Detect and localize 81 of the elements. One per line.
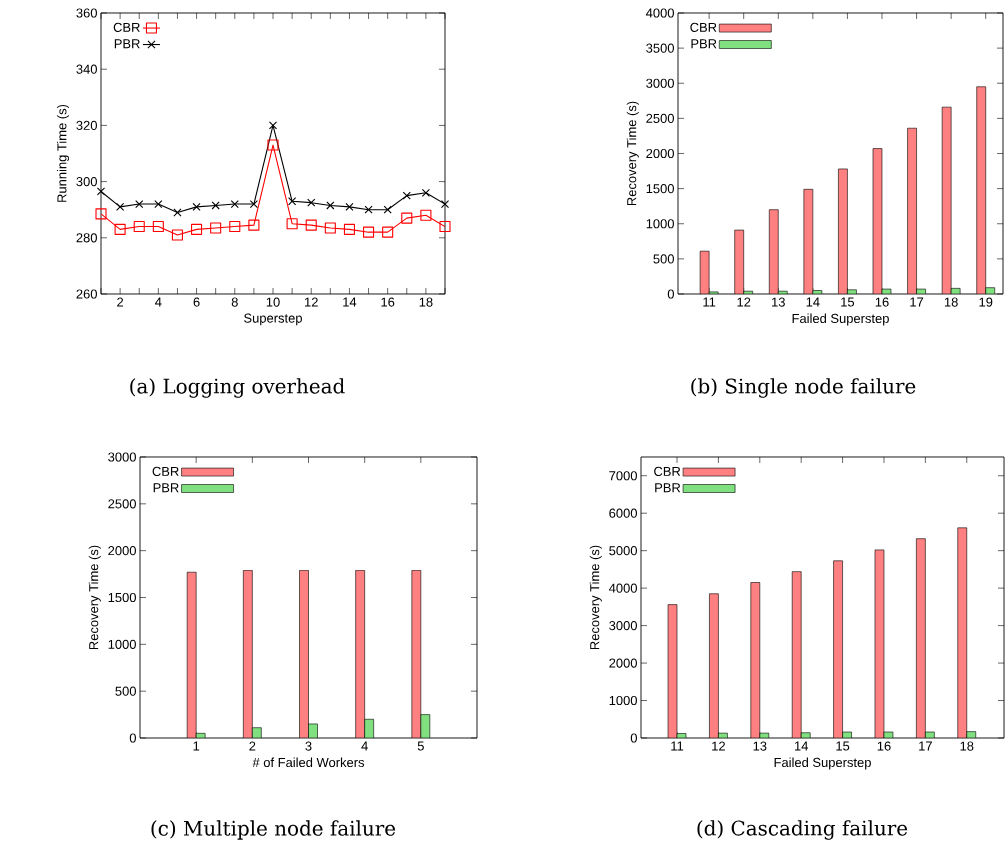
y-tick-label: 1500	[646, 184, 674, 194]
x-tick-label: 18	[944, 297, 958, 307]
x-axis-title: Failed Superstep	[792, 313, 889, 326]
x-tick-label: 15	[836, 741, 850, 751]
y-tick-label: 2000	[108, 546, 136, 556]
y-tick-label: 1000	[108, 639, 136, 649]
x-tick-label: 1	[193, 741, 200, 751]
text: (a) Logging overhead	[130, 378, 345, 398]
y-tick-label: 7000	[609, 471, 637, 481]
y-axis-title: Recovery Time (s)	[589, 545, 602, 650]
x-tick-label: 14	[794, 741, 809, 751]
y-tick-label: 2000	[646, 148, 674, 159]
legend-label: PBR	[114, 39, 140, 49]
y-tick-label: 1000	[609, 695, 637, 706]
x-tick-label: 11	[703, 297, 716, 307]
x-tick-label: 10	[266, 297, 280, 307]
x-axis-title: # of Failed Workers	[252, 757, 365, 768]
y-tick-label: 320	[76, 120, 97, 130]
y-tick-label: 3000	[108, 452, 136, 462]
x-tick-label: 11	[671, 741, 684, 751]
legend-label: PBR	[691, 39, 717, 49]
x-tick-label: 13	[753, 741, 767, 751]
x-tick-label: 17	[919, 741, 932, 751]
x-tick-label: 15	[841, 297, 855, 307]
legend-label: PBR	[655, 483, 681, 493]
y-axis-title: Recovery Time (s)	[626, 101, 639, 206]
x-tick-label: 12	[305, 297, 318, 307]
x-tick-label: 13	[772, 297, 785, 307]
legend-label: CBR	[690, 22, 717, 32]
y-tick-label: 3000	[609, 621, 637, 631]
y-tick-label: 2500	[108, 499, 136, 509]
y-axis-title: Recovery Time (s)	[88, 545, 101, 650]
y-tick-label: 3500	[646, 43, 674, 53]
y-tick-label: 0	[630, 733, 637, 743]
y-tick-label: 6000	[609, 508, 637, 518]
y-tick-label: 4000	[645, 8, 674, 18]
x-tick-label: 5	[417, 741, 424, 751]
x-axis-title: Superstep	[244, 313, 302, 326]
y-tick-label: 1500	[108, 592, 136, 603]
y-tick-label: 260	[76, 289, 97, 299]
x-tick-label: 14	[806, 297, 820, 307]
x-tick-label: 3	[305, 741, 312, 751]
y-tick-label: 300	[76, 177, 97, 187]
y-tick-label: 340	[76, 64, 97, 74]
x-tick-label: 19	[979, 297, 993, 307]
legend-label: CBR	[113, 22, 140, 32]
x-tick-label: 2	[117, 297, 124, 307]
x-tick-label: 8	[231, 297, 238, 307]
x-tick-label: 4	[361, 741, 368, 751]
x-tick-label: 18	[419, 297, 433, 307]
y-tick-label: 500	[653, 254, 674, 264]
x-tick-label: 16	[381, 297, 395, 307]
y-tick-label: 360	[76, 8, 97, 18]
y-tick-label: 3000	[646, 78, 674, 88]
x-tick-label: 18	[960, 741, 974, 751]
y-tick-label: 4000	[608, 583, 637, 593]
x-tick-label: 16	[877, 741, 891, 751]
x-tick-label: 12	[712, 741, 725, 751]
y-tick-label: 1000	[646, 219, 674, 229]
y-tick-label: 5000	[609, 546, 637, 556]
y-tick-label: 0	[129, 733, 136, 743]
x-tick-label: 6	[193, 297, 200, 307]
y-axis-title: Running Time (s)	[56, 104, 70, 202]
x-tick-label: 4	[155, 297, 162, 307]
x-tick-label: 17	[910, 297, 924, 307]
x-tick-label: 12	[737, 297, 751, 307]
text: (d) Cascading failure	[697, 820, 908, 840]
x-tick-label: 2	[249, 741, 256, 751]
legend-label: PBR	[153, 483, 179, 493]
y-tick-label: 2500	[646, 113, 674, 123]
x-axis-title: Failed Superstep	[774, 757, 871, 770]
y-tick-label: 500	[115, 686, 136, 696]
text: (b) Single node failure	[691, 378, 916, 398]
legend-label: CBR	[152, 466, 179, 476]
text: (c) Multiple node failure	[151, 820, 396, 840]
x-tick-label: 16	[875, 297, 889, 307]
y-tick-label: 0	[667, 289, 674, 299]
x-tick-label: 14	[343, 297, 357, 307]
legend-label: CBR	[654, 466, 681, 476]
y-tick-label: 280	[76, 233, 97, 243]
y-tick-label: 2000	[609, 658, 637, 668]
